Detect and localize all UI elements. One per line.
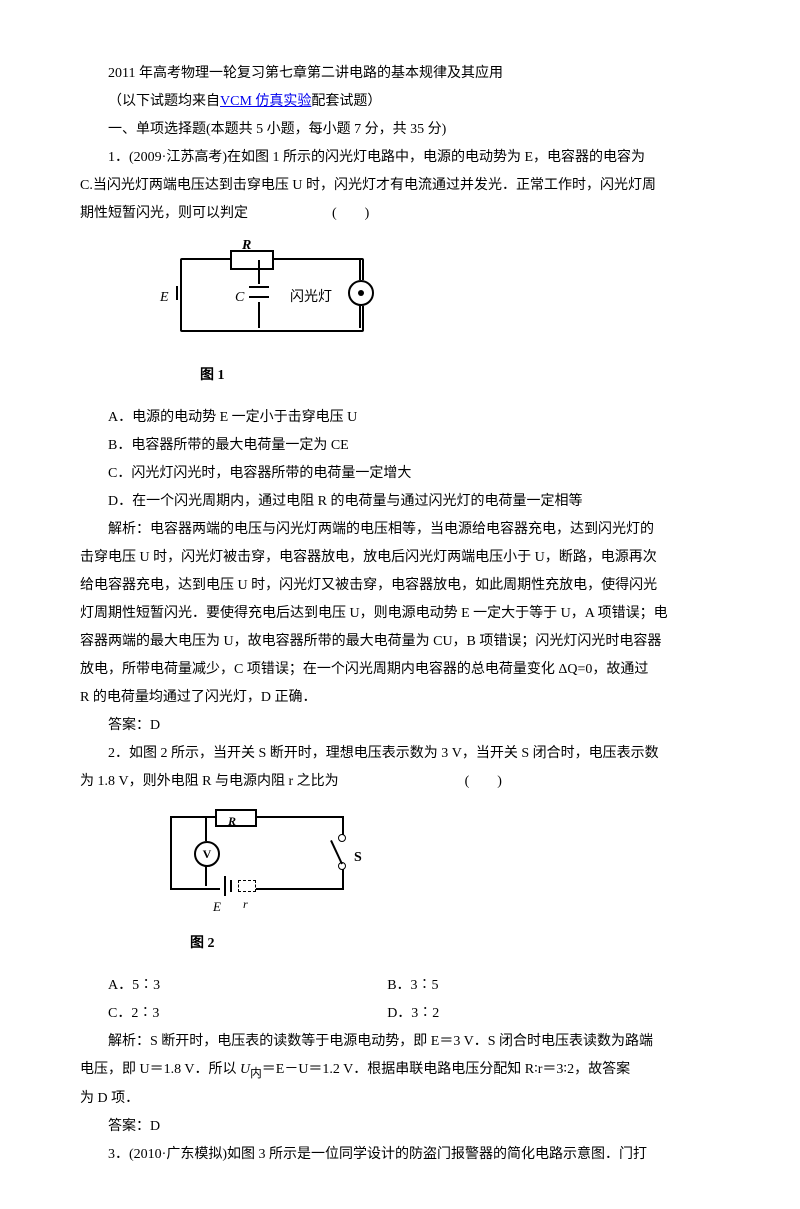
q1-answer: 答案：D: [80, 712, 720, 740]
q2-expl-l2-pre: 电压，即 U＝1.8 V．所以: [80, 1062, 240, 1077]
q2-answer: 答案：D: [80, 1113, 720, 1141]
q2-expl-l3: 为 D 项．: [80, 1085, 720, 1113]
q2-expl-l2-post: ＝E－U＝1.2 V．根据串联电路电压分配知 R∶r＝3∶2，故答案: [262, 1062, 630, 1077]
q2-stem-l1: 2．如图 2 所示，当开关 S 断开时，理想电压表示数为 3 V，当开关 S 闭…: [80, 740, 720, 768]
source-link[interactable]: VCM 仿真实验: [220, 94, 311, 109]
fig1-c-label: C: [235, 284, 244, 312]
q1-expl-l1: 解析：电容器两端的电压与闪光灯两端的电压相等，当电源给电容器充电，达到闪光灯的: [80, 516, 720, 544]
fig2-r-int-label: r: [243, 892, 248, 916]
q1-stem-l1: 1．(2009·江苏高考)在如图 1 所示的闪光灯电路中，电源的电动势为 E，电…: [80, 144, 720, 172]
fig1-e-label: E: [160, 284, 169, 312]
q2-expl-l2: 电压，即 U＝1.8 V．所以 U内＝E－U＝1.2 V．根据串联电路电压分配知…: [80, 1056, 720, 1085]
fig1-r-label: R: [242, 232, 251, 260]
doc-source: （以下试题均来自VCM 仿真实验配套试题）: [80, 88, 720, 116]
u-sub: 内: [250, 1067, 262, 1080]
doc-title: 2011 年高考物理一轮复习第七章第二讲电路的基本规律及其应用: [80, 60, 720, 88]
section-heading: 一、单项选择题(本题共 5 小题，每小题 7 分，共 35 分): [80, 116, 720, 144]
q2-opt-a: A．5∶3: [80, 972, 387, 1000]
source-suffix: 配套试题）: [311, 94, 381, 109]
document-page: 2011 年高考物理一轮复习第七章第二讲电路的基本规律及其应用 （以下试题均来自…: [0, 0, 800, 1209]
voltmeter-icon: V: [194, 841, 220, 867]
lamp-icon: [348, 280, 374, 306]
q1-expl-l3: 给电容器充电，达到电压 U 时，闪光灯又被击穿，电容器放电，如此周期性充放电，使…: [80, 572, 720, 600]
q1-stem-l3: 期性短暂闪光，则可以判定 ( ): [80, 200, 720, 228]
q1-opt-b: B．电容器所带的最大电荷量一定为 CE: [80, 432, 720, 460]
q3-stem: 3．(2010·广东模拟)如图 3 所示是一位同学设计的防盗门报警器的简化电路示…: [80, 1141, 720, 1169]
q1-stem-l2: C.当闪光灯两端电压达到击穿电压 U 时，闪光灯才有电流通过并发光．正常工作时，…: [80, 172, 720, 200]
fig2-caption: 图 2: [190, 930, 720, 958]
q2-stem-l2: 为 1.8 V，则外电阻 R 与电源内阻 r 之比为 ( ): [80, 768, 720, 796]
q2-opt-b: B．3∶5: [387, 972, 694, 1000]
q1-expl-l7: R 的电荷量均通过了闪光灯，D 正确．: [80, 684, 720, 712]
q2-opt-c: C．2∶3: [80, 1000, 387, 1028]
source-prefix: （以下试题均来自: [108, 94, 220, 109]
q1-opt-d: D．在一个闪光周期内，通过电阻 R 的电荷量与通过闪光灯的电荷量一定相等: [80, 488, 720, 516]
fig1-lamp-label: 闪光灯: [290, 284, 332, 312]
fig2-e-label: E: [213, 894, 221, 920]
fig2-r-label: R: [228, 809, 236, 833]
q1-expl-l4: 灯周期性短暂闪光．要使得充电后达到电压 U，则电源电动势 E 一定大于等于 U，…: [80, 600, 720, 628]
q2-opt-d: D．3∶2: [387, 1000, 694, 1028]
figure-2: R V S E r: [160, 806, 720, 916]
q2-options-row1: A．5∶3 B．3∶5: [80, 972, 720, 1000]
u-var: U: [240, 1062, 250, 1077]
q2-options-row2: C．2∶3 D．3∶2: [80, 1000, 720, 1028]
fig2-s-label: S: [354, 844, 362, 872]
q1-expl-l6: 放电，所带电荷量减少，C 项错误；在一个闪光周期内电容器的总电荷量变化 ΔQ=0…: [80, 656, 720, 684]
fig1-caption: 图 1: [200, 362, 720, 390]
figure-1: R E C 闪光灯: [160, 238, 720, 348]
q1-expl-l5: 容器两端的最大电压为 U，故电容器所带的最大电荷量为 CU，B 项错误；闪光灯闪…: [80, 628, 720, 656]
q1-opt-c: C．闪光灯闪光时，电容器所带的电荷量一定增大: [80, 460, 720, 488]
q1-opt-a: A．电源的电动势 E 一定小于击穿电压 U: [80, 404, 720, 432]
q1-expl-l2: 击穿电压 U 时，闪光灯被击穿，电容器放电，放电后闪光灯两端电压小于 U，断路，…: [80, 544, 720, 572]
q2-expl-l1: 解析：S 断开时，电压表的读数等于电源电动势，即 E＝3 V．S 闭合时电压表读…: [80, 1028, 720, 1056]
